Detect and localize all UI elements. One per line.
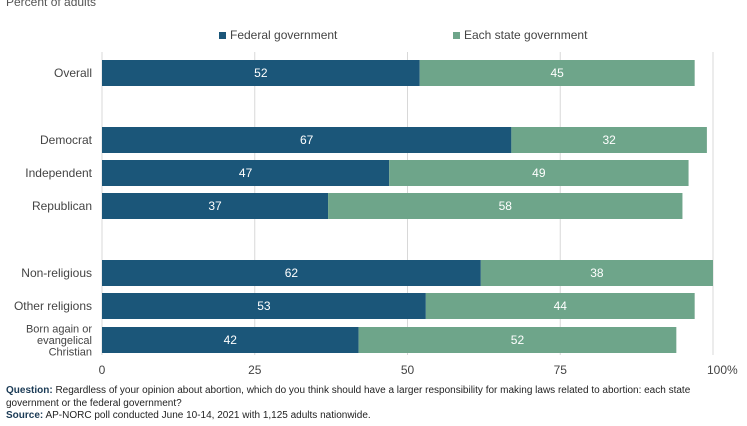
bar-state bbox=[358, 327, 677, 353]
data-label: 42 bbox=[224, 333, 238, 347]
bar-state bbox=[328, 193, 683, 219]
x-tick-label: 50 bbox=[401, 363, 415, 377]
legend-swatch-federal bbox=[219, 31, 226, 39]
data-label: 52 bbox=[254, 66, 268, 80]
data-label: 37 bbox=[208, 199, 222, 213]
legend-item-state: Each state government bbox=[453, 28, 587, 42]
data-label: 38 bbox=[590, 266, 604, 280]
legend-label-state: Each state government bbox=[464, 28, 588, 42]
chart-legend: Federal government Each state government bbox=[0, 28, 747, 44]
question-text: Regardless of your opinion about abortio… bbox=[6, 385, 691, 409]
bar-state bbox=[511, 127, 707, 153]
chart-subtitle: Percent of adults bbox=[6, 0, 97, 9]
question-note: Question: Regardless of your opinion abo… bbox=[6, 385, 744, 410]
chart-footnote: Question: Regardless of your opinion abo… bbox=[6, 385, 744, 423]
data-label: 62 bbox=[285, 266, 299, 280]
source-text: AP-NORC poll conducted June 10-14, 2021 … bbox=[45, 410, 371, 421]
x-tick-label: 25 bbox=[248, 363, 262, 377]
bar-state bbox=[425, 293, 695, 319]
data-label: 32 bbox=[602, 133, 616, 147]
source-note: Source: AP-NORC poll conducted June 10-1… bbox=[6, 410, 744, 423]
bar-federal bbox=[102, 260, 481, 286]
data-label: 58 bbox=[499, 199, 513, 213]
bar-federal bbox=[102, 60, 420, 86]
question-label: Question: bbox=[6, 385, 53, 396]
legend-label-federal: Federal government bbox=[230, 28, 338, 42]
source-label: Source: bbox=[6, 410, 44, 421]
category-label: Christian bbox=[49, 347, 92, 359]
bar-federal bbox=[102, 193, 329, 219]
data-label: 47 bbox=[239, 166, 253, 180]
data-label: 49 bbox=[532, 166, 546, 180]
category-label: Republican bbox=[32, 199, 92, 213]
legend-swatch-state bbox=[453, 31, 460, 39]
data-label: 53 bbox=[257, 299, 271, 313]
category-label: Overall bbox=[54, 66, 92, 80]
data-label: 67 bbox=[300, 133, 314, 147]
category-label: Democrat bbox=[40, 133, 93, 147]
bar-federal bbox=[102, 160, 390, 186]
bar-state bbox=[389, 160, 689, 186]
bar-state bbox=[480, 260, 713, 286]
data-label: 52 bbox=[511, 333, 525, 347]
stacked-bar-chart: 52 45 Overall 67 32 Democrat 47 49 Independent 37… bbox=[14, 52, 738, 377]
bar-state bbox=[419, 60, 695, 86]
legend-item-federal: Federal government bbox=[219, 28, 337, 42]
bar-federal bbox=[102, 293, 426, 319]
category-label: Born again or bbox=[26, 324, 92, 336]
category-label: Other religions bbox=[14, 299, 92, 313]
bar-federal bbox=[102, 127, 512, 153]
data-label: 44 bbox=[554, 299, 568, 313]
category-label: Independent bbox=[25, 166, 92, 180]
x-tick-label: 0 bbox=[99, 363, 106, 377]
x-tick-label: 100% bbox=[707, 363, 738, 377]
category-label: evangelical bbox=[37, 335, 92, 347]
data-label: 45 bbox=[551, 66, 565, 80]
bar-federal bbox=[102, 327, 359, 353]
category-label: Non-religious bbox=[21, 266, 92, 280]
x-tick-label: 75 bbox=[554, 363, 568, 377]
